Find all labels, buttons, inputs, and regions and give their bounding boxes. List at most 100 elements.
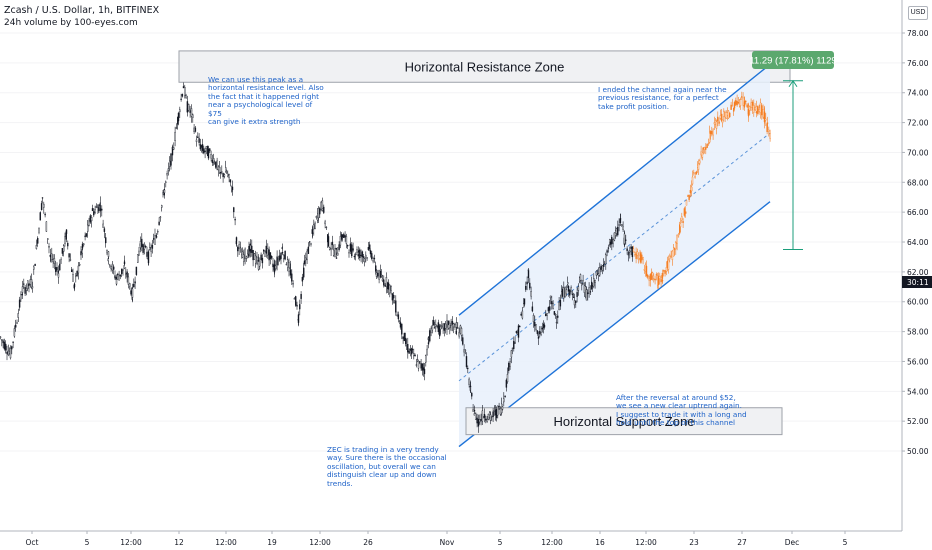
candle-body	[48, 246, 50, 248]
candle-body	[264, 250, 266, 257]
candle-body	[625, 239, 627, 241]
candle-body	[53, 258, 56, 264]
x-tick-label: 12:00	[120, 538, 142, 547]
candle-body	[605, 254, 607, 265]
candle-body	[718, 121, 720, 124]
candle-body	[549, 295, 552, 299]
candle-body	[78, 264, 81, 266]
candle-body	[465, 356, 468, 368]
candle-body	[463, 349, 465, 353]
candle-body	[399, 322, 402, 328]
candle-body	[707, 143, 710, 145]
candle-body	[655, 274, 658, 276]
candle-body	[357, 250, 360, 253]
candle-body	[80, 251, 82, 256]
note-trend: ZEC is trading in a very trendy way. Sur…	[327, 445, 457, 488]
price-range-measure[interactable]: 11.29 (17.81%) 1129	[749, 51, 837, 250]
resistance-zone[interactable]	[178, 50, 791, 83]
price-axis[interactable]	[902, 0, 932, 550]
channel-upper-line[interactable]	[458, 63, 771, 316]
candle-body	[617, 226, 619, 236]
candle-body	[86, 224, 89, 232]
candle-body	[473, 413, 476, 416]
candle-body	[85, 233, 88, 237]
candle-body	[173, 147, 175, 150]
candle-body	[348, 252, 350, 254]
candle-body	[366, 257, 368, 259]
candle-body	[649, 274, 652, 281]
candle-body	[11, 346, 13, 350]
candle-body	[501, 406, 504, 410]
candle-body	[582, 280, 584, 285]
candle-body	[55, 267, 57, 272]
candle-body	[310, 243, 312, 245]
candle-body	[733, 102, 736, 109]
candle-body	[12, 341, 14, 343]
candle-body	[315, 216, 318, 218]
candle-body	[351, 244, 353, 257]
currency-button[interactable]: USD	[908, 6, 928, 20]
candle-body	[367, 247, 370, 250]
candle-body	[495, 408, 498, 419]
channel-lower-line[interactable]	[458, 201, 771, 448]
note-line: hold until the top of this channel	[616, 418, 735, 428]
candle-body	[360, 254, 362, 257]
candle-body	[249, 245, 252, 250]
candle-body	[67, 243, 69, 247]
candle-body	[227, 173, 229, 177]
x-tick-label: 5	[843, 538, 848, 547]
candle-body	[223, 174, 226, 177]
candle-body	[588, 287, 590, 294]
candle-body	[279, 255, 281, 261]
candle-body	[513, 341, 515, 350]
candle-body	[29, 279, 31, 285]
symbol-title: Zcash / U.S. Dollar, 1h, BITFINEX	[4, 5, 160, 16]
candle-body	[711, 130, 713, 135]
candle-body	[631, 246, 634, 258]
candle-body	[91, 208, 94, 211]
candle-body	[724, 112, 726, 118]
candle-body	[497, 405, 499, 416]
candle-body	[199, 144, 202, 150]
support-zone[interactable]	[465, 407, 783, 436]
candle-body	[691, 176, 694, 185]
candle-body	[306, 250, 308, 260]
x-tick-label: 16	[595, 538, 605, 547]
candle-body	[700, 151, 702, 156]
candle-body	[170, 153, 172, 166]
candle-body	[257, 261, 260, 270]
candle-body	[243, 254, 245, 262]
candle-body	[487, 413, 490, 420]
candle-body	[435, 324, 437, 327]
candle-body	[256, 256, 258, 264]
candle-body	[160, 205, 163, 208]
y-tick-label: 58.00	[907, 328, 929, 337]
candle-body	[503, 398, 505, 403]
candle-body	[489, 414, 492, 421]
candle-body	[552, 303, 554, 309]
candle-body	[99, 208, 102, 211]
candle-body	[477, 418, 480, 427]
measure-label-box	[752, 51, 834, 69]
candle-body	[217, 166, 220, 171]
candle-body	[159, 216, 162, 219]
candle-body	[523, 298, 526, 305]
candle-body	[343, 234, 345, 238]
candle-body	[314, 222, 316, 229]
candle-body	[17, 313, 19, 318]
candle-body	[735, 100, 737, 105]
candle-body	[72, 274, 74, 282]
candle-body	[387, 282, 390, 290]
candle-body	[643, 269, 646, 271]
candle-body	[233, 207, 235, 213]
candle-body	[63, 245, 65, 252]
candle-body	[395, 300, 397, 313]
candle-body	[695, 171, 698, 175]
candle-body	[694, 176, 696, 178]
candle-body	[401, 323, 403, 335]
candle-body	[411, 348, 414, 351]
time-axis[interactable]	[0, 531, 932, 550]
candle-body	[603, 262, 606, 265]
y-tick-label: 54.00	[907, 387, 929, 396]
